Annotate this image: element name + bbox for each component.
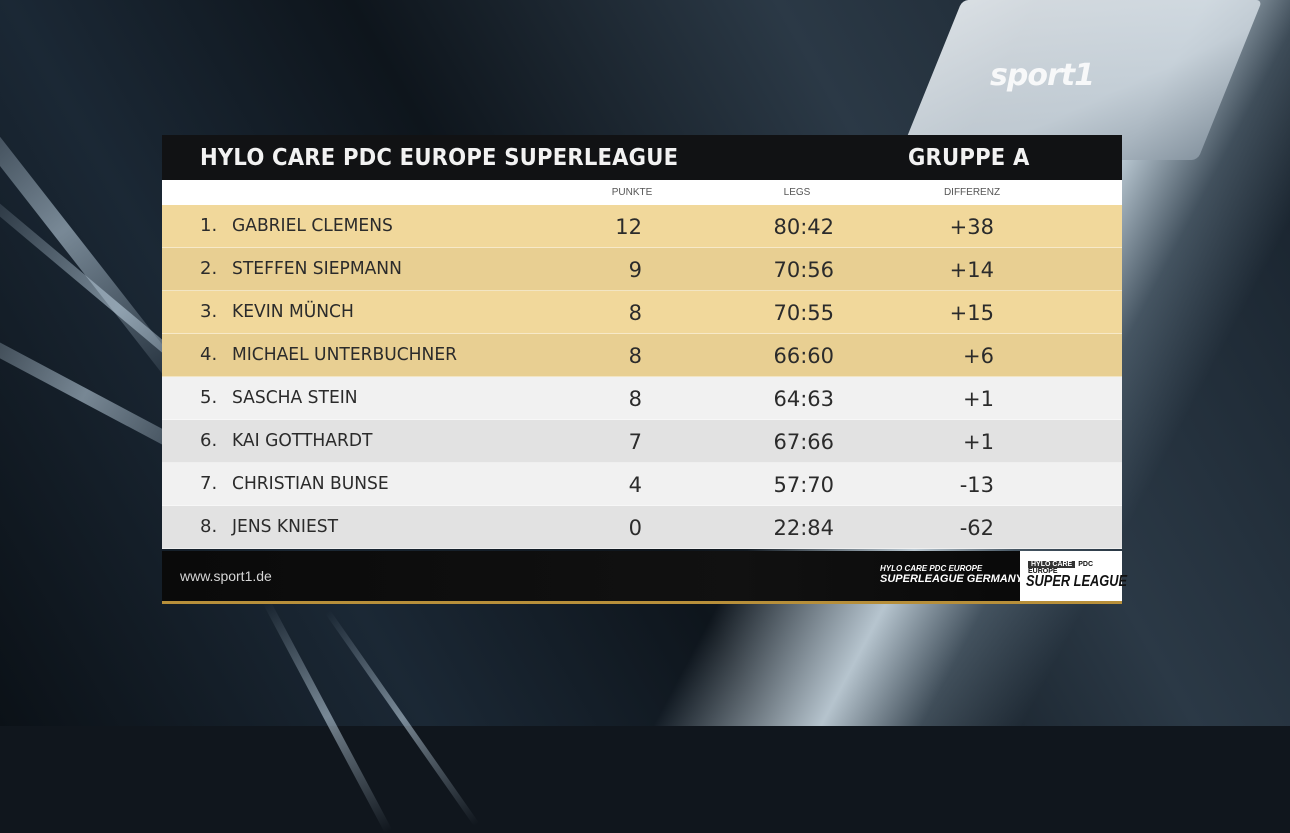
rank: 5. — [200, 387, 218, 408]
table-row: 8. JENS KNIEST 0 22:84 -62 — [162, 506, 1122, 549]
player-name: STEFFEN SIEPMANN — [232, 258, 402, 279]
difference: -62 — [959, 516, 994, 540]
rank: 2. — [200, 258, 218, 279]
legs: 66:60 — [773, 344, 834, 368]
legs: 64:63 — [773, 387, 834, 411]
league-title: HYLO CARE PDC EUROPE SUPERLEAGUE — [200, 144, 679, 171]
player-name: SASCHA STEIN — [232, 387, 358, 408]
player-name: JENS KNIEST — [232, 516, 339, 537]
difference: +1 — [963, 387, 994, 411]
table-row: 2. STEFFEN SIEPMANN 9 70:56 +14 — [162, 248, 1122, 291]
legs: 57:70 — [773, 473, 834, 497]
player-name: CHRISTIAN BUNSE — [232, 473, 389, 494]
league-line-1: HYLO CARE PDC EUROPE — [880, 564, 983, 573]
table-row: 3. KEVIN MÜNCH 8 70:55 +15 — [162, 291, 1122, 334]
rank: 7. — [200, 473, 218, 494]
points: 7 — [628, 430, 642, 454]
league-name-small: HYLO CARE PDC EUROPE SUPERLEAGUE GERMANY — [880, 563, 1023, 585]
title-bar: HYLO CARE PDC EUROPE SUPERLEAGUE GRUPPE … — [162, 135, 1122, 180]
points: 0 — [628, 516, 642, 540]
difference: +6 — [963, 344, 994, 368]
player-name: MICHAEL UNTERBUCHNER — [232, 344, 458, 365]
column-header-difference: DIFFERENZ — [943, 187, 1001, 198]
table-row: 4. MICHAEL UNTERBUCHNER 8 66:60 +6 — [162, 334, 1122, 377]
legs: 22:84 — [773, 516, 834, 540]
points: 8 — [628, 387, 642, 411]
standings-panel: HYLO CARE PDC EUROPE SUPERLEAGUE GRUPPE … — [162, 135, 1127, 604]
points: 12 — [615, 215, 642, 239]
legs: 70:55 — [773, 301, 834, 325]
legs: 70:56 — [773, 258, 834, 282]
difference: +1 — [963, 430, 994, 454]
super-league-logo: HYLO CARE PDC EUROPE SUPER LEAGUE — [1020, 551, 1127, 601]
difference: -13 — [959, 473, 994, 497]
footer-bar: www.sport1.de HYLO CARE PDC EUROPE SUPER… — [162, 551, 1127, 604]
rank: 3. — [200, 301, 218, 322]
column-header-legs: LEGS — [783, 187, 811, 198]
table-row: 7. CHRISTIAN BUNSE 4 57:70 -13 — [162, 463, 1122, 506]
website-url: www.sport1.de — [180, 568, 272, 584]
points: 8 — [628, 344, 642, 368]
points: 9 — [628, 258, 642, 282]
points: 4 — [628, 473, 642, 497]
column-headers: PUNKTE LEGS DIFFERENZ — [162, 180, 1122, 205]
group-label: GRUPPE A — [908, 145, 1030, 171]
legs: 67:66 — [773, 430, 834, 454]
difference: +14 — [949, 258, 994, 282]
rank: 4. — [200, 344, 218, 365]
league-line-2: SUPERLEAGUE GERMANY — [880, 573, 1024, 585]
points: 8 — [628, 301, 642, 325]
table-row: 5. SASCHA STEIN 8 64:63 +1 — [162, 377, 1122, 420]
player-name: KAI GOTTHARDT — [232, 430, 373, 451]
rank: 6. — [200, 430, 218, 451]
badge-sponsor-left: HYLO CARE — [1028, 561, 1076, 568]
table-row: 6. KAI GOTTHARDT 7 67:66 +1 — [162, 420, 1122, 463]
badge-sponsor-right: PDC EUROPE — [1028, 561, 1094, 575]
legs: 80:42 — [773, 215, 834, 239]
player-name: GABRIEL CLEMENS — [232, 215, 393, 236]
badge-sponsors: HYLO CARE PDC EUROPE — [1028, 561, 1122, 575]
player-name: KEVIN MÜNCH — [232, 301, 354, 322]
rank: 1. — [200, 215, 218, 236]
sport1-logo: sport1 — [990, 58, 1095, 93]
difference: +15 — [949, 301, 994, 325]
difference: +38 — [949, 215, 994, 239]
badge-title: SUPER LEAGUE — [1026, 573, 1127, 590]
rank: 8. — [200, 516, 218, 537]
column-header-points: PUNKTE — [611, 187, 653, 198]
table-row: 1. GABRIEL CLEMENS 12 80:42 +38 — [162, 205, 1122, 248]
